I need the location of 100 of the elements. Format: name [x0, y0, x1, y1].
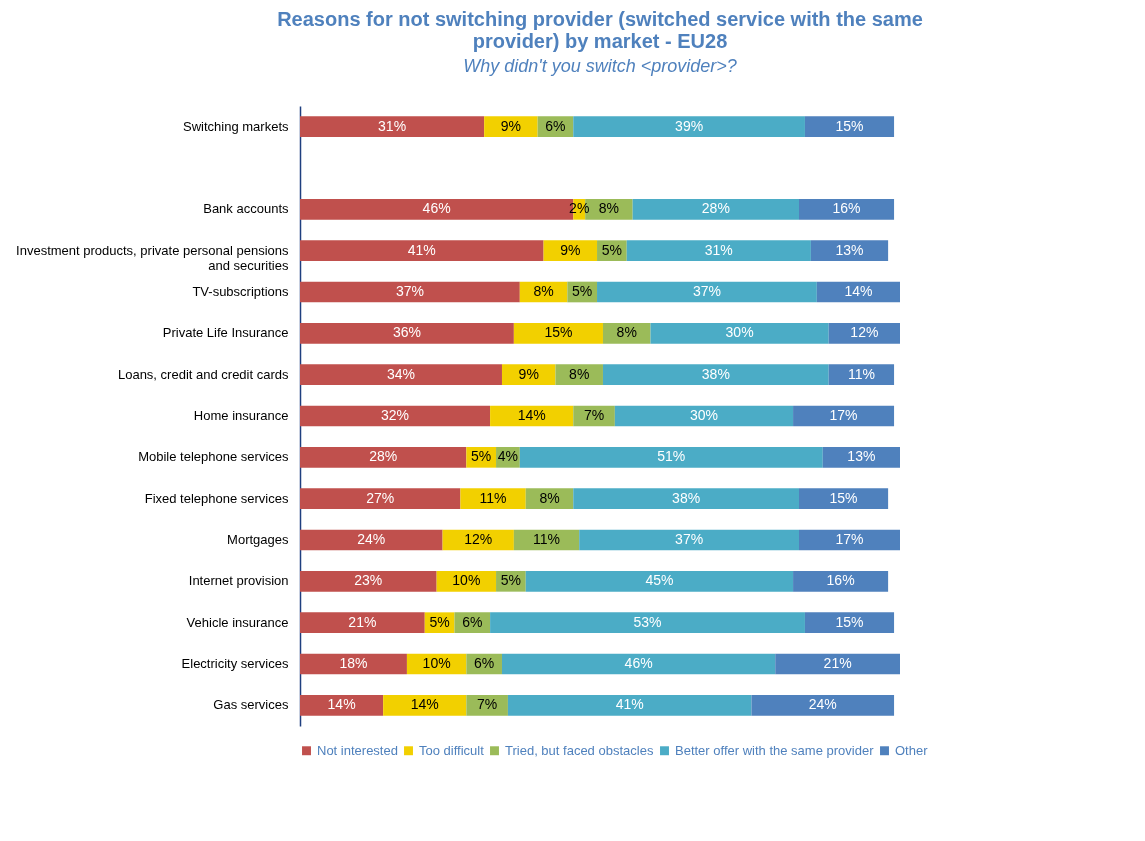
data-label: 8%	[539, 489, 560, 506]
y-tick-label: Internet provision	[188, 573, 289, 589]
legend-label: Too difficult	[419, 742, 485, 758]
data-label: 24%	[357, 531, 386, 547]
data-label: 36%	[392, 324, 421, 341]
y-tick-label: Switching markets	[183, 118, 289, 134]
data-label: 30%	[725, 324, 754, 341]
y-tick-label: Mortgages	[227, 532, 289, 547]
data-label: 6%	[545, 117, 566, 134]
chart-subtitle: Why didn't you switch <provider>?	[463, 56, 737, 76]
data-label: 15%	[544, 324, 573, 341]
bar	[602, 364, 829, 385]
data-label: 34%	[386, 365, 416, 382]
bar	[300, 695, 384, 716]
legend-label: Tried, but faced obstacles	[505, 742, 654, 758]
bar	[751, 695, 895, 716]
bar	[828, 323, 900, 344]
bar	[632, 199, 800, 220]
bar	[822, 447, 900, 468]
bar	[460, 488, 526, 509]
bar	[626, 240, 811, 261]
data-label: 8%	[569, 365, 590, 382]
bar	[300, 240, 544, 261]
bar	[793, 405, 895, 427]
data-label: 21%	[823, 655, 852, 671]
bar	[300, 571, 437, 592]
data-label: 11%	[479, 489, 507, 506]
bar	[484, 116, 538, 137]
data-label: 17%	[835, 531, 864, 547]
data-label: 39%	[675, 117, 704, 134]
bar	[300, 447, 467, 468]
legend-label: Not interested	[317, 742, 398, 758]
data-label: 2%	[569, 200, 590, 217]
y-tick-label: Private Life Insurance	[162, 325, 289, 341]
data-label: 5%	[601, 241, 622, 258]
data-label: 15%	[829, 489, 858, 506]
bar	[810, 240, 889, 261]
data-label: 46%	[624, 655, 653, 671]
data-label: 5%	[500, 572, 522, 589]
data-label: 38%	[672, 489, 701, 506]
data-label: 14%	[517, 407, 546, 423]
bar	[300, 488, 461, 509]
data-label: 5%	[572, 283, 593, 299]
data-label: 8%	[616, 324, 637, 341]
data-label: 8%	[598, 200, 620, 217]
data-label: 12%	[464, 531, 493, 547]
data-label: 45%	[645, 572, 674, 589]
data-label: 32%	[381, 407, 410, 423]
bar	[501, 653, 776, 675]
data-label: 14%	[844, 283, 873, 299]
data-label: 10%	[452, 572, 481, 589]
bar	[300, 116, 485, 137]
bar	[300, 529, 443, 551]
data-label: 11%	[847, 365, 875, 382]
legend-label: Better offer with the same provider	[675, 742, 875, 758]
bar	[525, 571, 794, 592]
data-label: 27%	[366, 489, 395, 506]
data-label: 6%	[462, 613, 483, 630]
data-label: 51%	[657, 448, 686, 465]
data-label: 9%	[518, 365, 539, 382]
y-tick-label: Gas services	[213, 697, 289, 713]
data-label: 8%	[533, 283, 554, 299]
data-label: 31%	[378, 117, 407, 134]
data-label: 16%	[826, 572, 855, 589]
y-tick-label: Mobile telephone services	[138, 449, 289, 465]
data-label: 37%	[692, 283, 721, 299]
bar	[300, 281, 520, 303]
bar	[804, 116, 895, 137]
bar	[573, 488, 800, 509]
bar	[614, 405, 794, 427]
bar	[466, 695, 508, 716]
data-label: 9%	[500, 117, 522, 134]
data-label: 5%	[429, 613, 450, 630]
bar	[799, 529, 900, 551]
legend-label: Other	[895, 742, 929, 758]
bar	[513, 323, 603, 344]
bar	[507, 695, 752, 716]
bar	[519, 447, 823, 468]
bar	[383, 695, 467, 716]
y-tick-label: Loans, credit and credit cards	[117, 366, 289, 382]
y-tick-label: Investment products, private personal pensions and securities	[16, 242, 289, 273]
y-tick-label: Electricity services	[181, 656, 289, 671]
data-label: 5%	[471, 448, 492, 465]
data-label: 15%	[835, 613, 864, 630]
y-tick-label: Home insurance	[193, 408, 289, 423]
y-tick-label: Bank accounts	[203, 201, 289, 217]
y-tick-label: TV-subscriptions	[192, 284, 289, 299]
data-label: 21%	[348, 613, 377, 630]
data-label: 10%	[422, 655, 451, 671]
bar	[300, 405, 491, 427]
data-label: 37%	[395, 283, 424, 299]
bar	[828, 364, 895, 385]
bar	[597, 281, 817, 303]
data-label: 4%	[497, 448, 519, 465]
bar	[804, 612, 895, 633]
y-tick-label: Vehicle insurance	[186, 614, 289, 630]
data-label: 53%	[633, 613, 662, 630]
data-label: 7%	[477, 696, 498, 713]
data-label: 6%	[474, 655, 495, 671]
data-label: 13%	[847, 448, 876, 465]
